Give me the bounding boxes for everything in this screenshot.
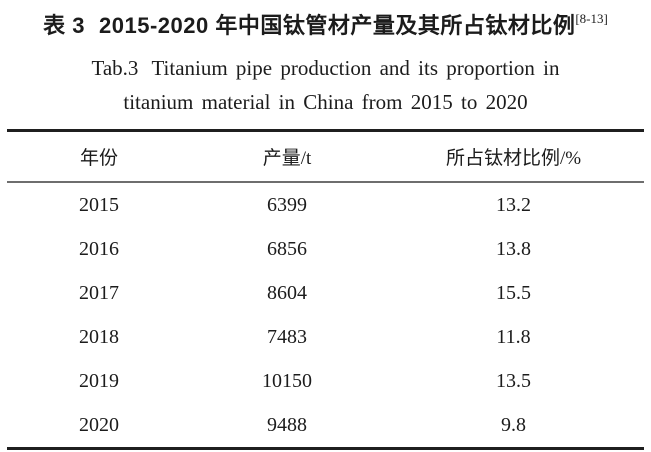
production-cell: 8604 [267, 281, 307, 304]
table-row: 2015 6399 13.2 [7, 183, 644, 227]
proportion-cell: 15.5 [496, 281, 531, 304]
proportion-cell: 13.2 [496, 193, 531, 216]
year-cell: 2019 [79, 369, 119, 392]
column-header-year: 年份 [79, 148, 118, 169]
proportion-cell: 11.8 [496, 325, 531, 348]
table-row: 2019 10150 13.5 [7, 359, 644, 403]
proportion-cell: 13.8 [496, 237, 531, 260]
column-header-proportion: 所占钛材比例/% [445, 148, 582, 169]
table-header-row: 年份 产量/t 所占钛材比例/% [7, 132, 644, 183]
table-caption-en-line1: Tab.3 Titanium pipe production and its pr… [0, 55, 651, 81]
year-cell: 2017 [79, 281, 119, 304]
year-cell: 2016 [79, 237, 119, 260]
table-caption-en-text1: Titanium pipe production and its proport… [151, 56, 560, 80]
table-caption-en-line2: titanium material in China from 2015 to … [0, 89, 651, 115]
production-cell: 6399 [267, 193, 307, 216]
column-header-production: 产量/t [262, 148, 312, 169]
proportion-cell: 13.5 [496, 369, 531, 392]
table-row: 2017 8604 15.5 [7, 271, 644, 315]
reference-superscript: [8-13] [575, 11, 608, 26]
table-number-zh: 表 3 [43, 13, 86, 38]
production-cell: 6856 [267, 237, 307, 260]
year-cell: 2018 [79, 325, 119, 348]
table-row: 2020 9488 9.8 [7, 403, 644, 447]
data-table: 年份 产量/t 所占钛材比例/% 2015 6399 13.2 2016 685… [7, 129, 644, 450]
table-row: 2016 6856 13.8 [7, 227, 644, 271]
production-cell: 10150 [262, 369, 312, 392]
table-caption-zh-text: 2015-2020 年中国钛管材产量及其所占钛材比例 [99, 13, 576, 38]
production-cell: 7483 [267, 325, 307, 348]
table-caption-en-text2: titanium material in China from 2015 to … [123, 90, 528, 114]
table-number-en: Tab.3 [91, 56, 139, 80]
year-cell: 2015 [79, 193, 119, 216]
production-cell: 9488 [267, 413, 307, 436]
table-caption-zh: 表 3 2015-2020 年中国钛管材产量及其所占钛材比例[8-13] [0, 0, 651, 40]
year-cell: 2020 [79, 413, 119, 436]
proportion-cell: 9.8 [501, 413, 526, 436]
table-row: 2018 7483 11.8 [7, 315, 644, 359]
